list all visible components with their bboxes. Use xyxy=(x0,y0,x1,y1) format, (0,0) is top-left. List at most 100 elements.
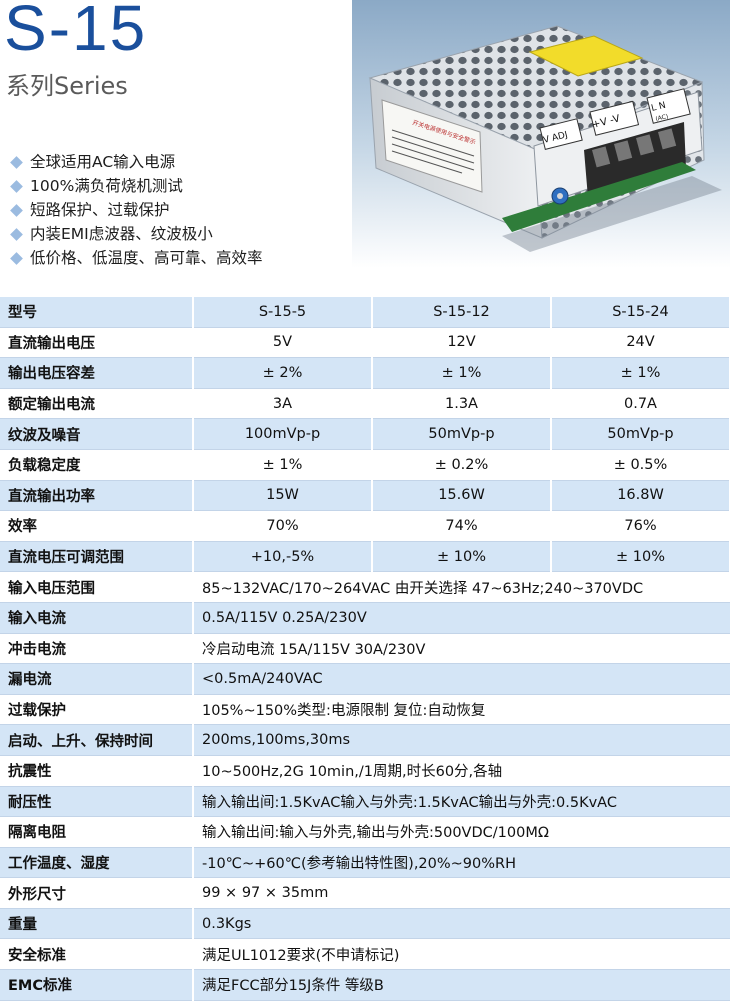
spec-value: -10℃~+60℃(参考输出特性图),20%~90%RH xyxy=(193,847,730,879)
feature-text: 全球适用AC输入电源 xyxy=(30,153,176,171)
spec-value: ± 1% xyxy=(551,357,730,389)
spec-value: 70% xyxy=(193,510,373,542)
spec-label: 冲击电流 xyxy=(0,633,194,665)
spec-value: 10~500Hz,2G 10min,/1周期,时长60分,各轴 xyxy=(193,755,730,787)
table-row: 过载保护 105%~150%类型:电源限制 复位:自动恢复 xyxy=(0,694,730,726)
diamond-bullet-icon xyxy=(10,203,23,217)
feature-list: 全球适用AC输入电源 100%满负荷烧机测试 短路保护、过载保护 内装EMI虑波… xyxy=(6,150,263,270)
diamond-bullet-icon xyxy=(10,179,23,193)
spec-value: 满足UL1012要求(不申请标记) xyxy=(193,938,730,971)
spec-label: 输出电压容差 xyxy=(0,357,194,389)
table-row: 输入电压范围 85~132VAC/170~264VAC 由开关选择 47~63Hz… xyxy=(0,571,730,603)
spec-value: 24V xyxy=(551,327,730,359)
table-row: 输出电压容差 ± 2% ± 1% ± 1% xyxy=(0,357,730,389)
spec-label: 抗震性 xyxy=(0,755,194,787)
spec-value: 输入输出间:1.5KvAC输入与外壳:1.5KvAC输出与外壳:0.5KvAC xyxy=(193,786,730,818)
spec-label: 漏电流 xyxy=(0,663,194,695)
product-photo: 开关电源使用与安全警示 V ADJ +V -V L N (AC) xyxy=(352,0,730,268)
feature-text: 低价格、低温度、高可靠、高效率 xyxy=(30,249,263,267)
spec-value: 12V xyxy=(372,327,552,359)
model-title: S-15 xyxy=(4,0,148,64)
header-cell: S-15-12 xyxy=(372,297,552,328)
table-row: 冲击电流 冷启动电流 15A/115V 30A/230V xyxy=(0,633,730,665)
spec-label: 安全标准 xyxy=(0,938,194,971)
spec-value: 0.5A/115V 0.25A/230V xyxy=(193,602,730,634)
spec-label: 输入电流 xyxy=(0,602,194,634)
table-row: EMC标准 满足FCC部分15J条件 等级B xyxy=(0,969,730,1001)
spec-value: 74% xyxy=(372,510,552,542)
spec-value: 0.3Kgs xyxy=(193,908,730,940)
spec-value: ± 0.2% xyxy=(372,449,552,481)
spec-value: 冷启动电流 15A/115V 30A/230V xyxy=(193,633,730,665)
spec-label: 额定输出电流 xyxy=(0,388,194,420)
spec-value: ± 1% xyxy=(372,357,552,389)
spec-label: 隔离电阻 xyxy=(0,816,194,848)
spec-label: 输入电压范围 xyxy=(0,571,194,603)
table-row: 直流输出电压 5V 12V 24V xyxy=(0,327,730,359)
table-header-row: 型号 S-15-5 S-15-12 S-15-24 xyxy=(0,297,730,328)
feature-item: 低价格、低温度、高可靠、高效率 xyxy=(6,246,263,270)
spec-value: 15W xyxy=(193,480,373,512)
spec-label: 重量 xyxy=(0,908,194,940)
table-row: 效率 70% 74% 76% xyxy=(0,510,730,542)
spec-label: 直流输出电压 xyxy=(0,327,194,359)
spec-label: 启动、上升、保持时间 xyxy=(0,724,194,756)
spec-value: 50mVp-p xyxy=(551,418,730,450)
feature-text: 100%满负荷烧机测试 xyxy=(30,177,183,195)
terminal-label-input: L N xyxy=(650,101,667,114)
spec-value: 100mVp-p xyxy=(193,418,373,450)
feature-item: 100%满负荷烧机测试 xyxy=(6,174,263,198)
table-row: 额定输出电流 3A 1.3A 0.7A xyxy=(0,388,730,420)
feature-text: 内装EMI虑波器、纹波极小 xyxy=(30,225,213,243)
spec-label: 纹波及噪音 xyxy=(0,418,194,450)
spec-value: ± 0.5% xyxy=(551,449,730,481)
spec-value: ± 10% xyxy=(551,541,730,573)
spec-value: 76% xyxy=(551,510,730,542)
spec-value: 105%~150%类型:电源限制 复位:自动恢复 xyxy=(193,694,730,726)
spec-label: 过载保护 xyxy=(0,694,194,726)
spec-value: +10,-5% xyxy=(193,541,373,573)
header-cell-model: 型号 xyxy=(0,297,194,328)
spec-label: EMC标准 xyxy=(0,969,194,1001)
spec-value: ± 10% xyxy=(372,541,552,573)
feature-item: 内装EMI虑波器、纹波极小 xyxy=(6,222,263,246)
table-row: 漏电流 <0.5mA/240VAC xyxy=(0,663,730,695)
spec-value: 50mVp-p xyxy=(372,418,552,450)
table-row: 启动、上升、保持时间 200ms,100ms,30ms xyxy=(0,724,730,756)
feature-item: 全球适用AC输入电源 xyxy=(6,150,263,174)
spec-value: 15.6W xyxy=(372,480,552,512)
header-cell: S-15-5 xyxy=(193,297,373,328)
feature-text: 短路保护、过载保护 xyxy=(30,201,170,219)
spec-table-body: 型号 S-15-5 S-15-12 S-15-24 直流输出电压 5V 12V 24V… xyxy=(0,297,730,1001)
header-cell: S-15-24 xyxy=(551,297,730,328)
feature-item: 短路保护、过载保护 xyxy=(6,198,263,222)
spec-label: 直流电压可调范围 xyxy=(0,541,194,573)
spec-value: 满足FCC部分15J条件 等级B xyxy=(193,969,730,1001)
spec-value: 200ms,100ms,30ms xyxy=(193,724,730,756)
spec-value: <0.5mA/240VAC xyxy=(193,663,730,695)
spec-value: 99 × 97 × 35mm xyxy=(193,877,730,909)
table-row: 输入电流 0.5A/115V 0.25A/230V xyxy=(0,602,730,634)
diamond-bullet-icon xyxy=(10,251,23,265)
table-row: 重量 0.3Kgs xyxy=(0,908,730,940)
series-subtitle: 系列Series xyxy=(6,72,128,100)
terminal-label-ac: (AC) xyxy=(655,113,669,123)
table-row: 直流输出功率 15W 15.6W 16.8W xyxy=(0,480,730,512)
table-row: 隔离电阻 输入输出间:输入与外壳,输出与外壳:500VDC/100MΩ xyxy=(0,816,730,848)
spec-label: 外形尺寸 xyxy=(0,877,194,909)
spec-label: 负载稳定度 xyxy=(0,449,194,481)
spec-value: 输入输出间:输入与外壳,输出与外壳:500VDC/100MΩ xyxy=(193,816,730,848)
table-row: 工作温度、湿度 -10℃~+60℃(参考输出特性图),20%~90%RH xyxy=(0,847,730,879)
spec-label: 耐压性 xyxy=(0,786,194,818)
spec-value: 0.7A xyxy=(551,388,730,420)
table-row: 外形尺寸 99 × 97 × 35mm xyxy=(0,877,730,909)
spec-value: ± 1% xyxy=(193,449,373,481)
spec-label: 效率 xyxy=(0,510,194,542)
spec-table: 型号 S-15-5 S-15-12 S-15-24 直流输出电压 5V 12V 24V… xyxy=(0,297,730,1001)
diamond-bullet-icon xyxy=(10,227,23,241)
table-row: 纹波及噪音 100mVp-p 50mVp-p 50mVp-p xyxy=(0,418,730,450)
spec-value: 1.3A xyxy=(372,388,552,420)
diamond-bullet-icon xyxy=(10,155,23,169)
spec-value: 16.8W xyxy=(551,480,730,512)
spec-label: 工作温度、湿度 xyxy=(0,847,194,879)
